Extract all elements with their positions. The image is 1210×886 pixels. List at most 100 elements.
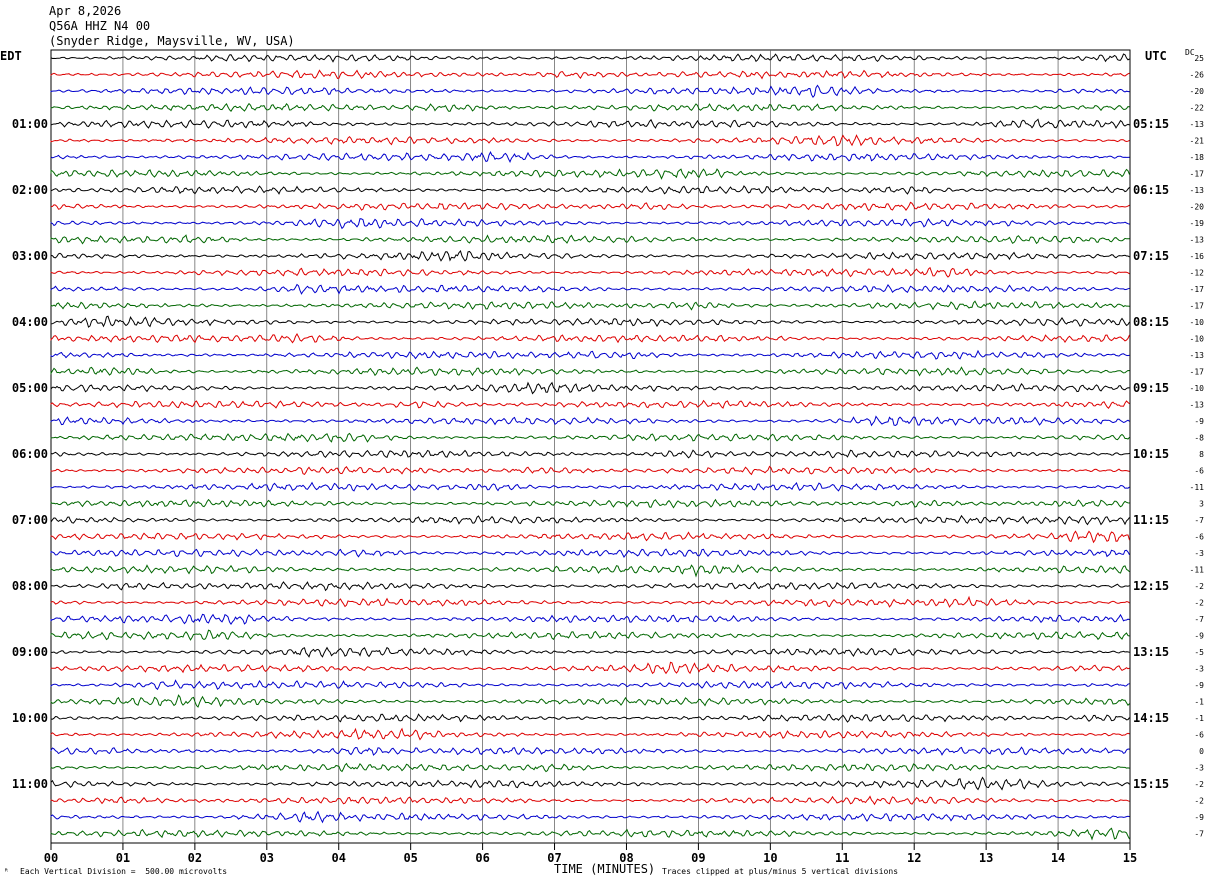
seismic-trace [50, 694, 1130, 708]
dc-offset-value: -13 [1190, 236, 1205, 245]
dc-offset-value: 3 [1199, 500, 1204, 509]
dc-offset-value: -20 [1190, 203, 1205, 212]
dc-offset-value: -1 [1194, 714, 1204, 723]
dc-offset-value: -3 [1194, 665, 1204, 674]
seismic-trace [50, 266, 1130, 278]
seismic-trace [50, 481, 1130, 492]
seismic-trace [50, 449, 1130, 459]
seismic-trace [50, 810, 1130, 824]
station-location: (Snyder Ridge, Maysville, WV, USA) [49, 34, 295, 48]
dc-offset-value: -16 [1190, 252, 1205, 261]
right-hour-label: 12:15 [1133, 579, 1169, 593]
left-hour-label: 07:00 [12, 513, 48, 527]
seismic-trace [50, 530, 1130, 544]
seismic-trace [50, 69, 1130, 80]
dc-offset-value: -12 [1190, 269, 1205, 278]
left-hour-label: 05:00 [12, 381, 48, 395]
x-tick-label: 00 [44, 851, 58, 865]
x-tick-label: 06 [475, 851, 489, 865]
dc-offset-value: -1 [1194, 698, 1204, 707]
left-hour-label: 01:00 [12, 117, 48, 131]
dc-offset-value: -9 [1194, 681, 1204, 690]
dc-offset-value: 0 [1199, 747, 1204, 756]
x-tick-label: 01 [116, 851, 130, 865]
seismic-trace [50, 102, 1130, 112]
dc-offset-value: -2 [1194, 780, 1204, 789]
seismic-trace [50, 381, 1130, 395]
x-tick-label: 13 [979, 851, 993, 865]
x-tick-label: 07 [547, 851, 561, 865]
dc-offset-value: 25 [1194, 54, 1204, 63]
dc-offset-value: -11 [1190, 483, 1205, 492]
dc-offset-value: -9 [1194, 632, 1204, 641]
seismic-trace [50, 333, 1130, 344]
seismic-trace [50, 595, 1130, 608]
seismic-trace [50, 564, 1130, 578]
dc-offset-value: -17 [1190, 170, 1205, 179]
dc-offset-value: -26 [1190, 71, 1205, 80]
left-timezone-label: EDT [0, 49, 22, 63]
dc-offset-value: -11 [1190, 566, 1205, 575]
right-hour-label: 11:15 [1133, 513, 1169, 527]
x-tick-label: 02 [188, 851, 202, 865]
left-hour-label: 04:00 [12, 315, 48, 329]
seismic-trace [50, 399, 1130, 409]
seismic-trace [50, 727, 1130, 741]
dc-offset-value: -7 [1194, 615, 1204, 624]
seismic-trace [50, 629, 1130, 641]
dc-offset-value: -13 [1190, 120, 1205, 129]
dc-offset-value: 8 [1199, 450, 1204, 459]
dc-offset-value: -13 [1190, 186, 1205, 195]
dc-offset-value: -2 [1194, 797, 1204, 806]
seismic-trace [50, 827, 1130, 841]
left-hour-label: 03:00 [12, 249, 48, 263]
dc-offset-value: -20 [1190, 87, 1205, 96]
left-hour-label: 10:00 [12, 711, 48, 725]
dc-offset-value: -22 [1190, 104, 1205, 113]
seismic-trace [50, 315, 1130, 328]
dc-offset-value: -7 [1194, 516, 1204, 525]
dc-offset-value: -2 [1194, 599, 1204, 608]
dc-offset-value: -10 [1190, 318, 1205, 327]
dc-offset-header: DC [1185, 48, 1195, 57]
station-code: Q56A HHZ N4 00 [49, 19, 151, 33]
seismic-trace [50, 465, 1130, 476]
dc-offset-value: -6 [1194, 533, 1204, 542]
right-hour-label: 05:15 [1133, 117, 1169, 131]
plot-frame [50, 49, 1131, 844]
x-tick-label: 04 [332, 851, 346, 865]
seismic-trace [50, 185, 1130, 195]
seismic-trace [50, 53, 1130, 63]
right-hour-label: 06:15 [1133, 183, 1169, 197]
x-tick-label: 09 [691, 851, 705, 865]
seismic-trace [50, 679, 1130, 691]
x-tick-label: 12 [907, 851, 921, 865]
right-hour-label: 08:15 [1133, 315, 1169, 329]
dc-offset-value: -3 [1194, 764, 1204, 773]
seismic-trace [50, 84, 1130, 98]
dc-offset-value: -6 [1194, 731, 1204, 740]
dc-offset-value: -9 [1194, 813, 1204, 822]
dc-offset-value: -7 [1194, 830, 1204, 839]
seismic-trace [50, 713, 1130, 723]
left-hour-label: 11:00 [12, 777, 48, 791]
x-tick-label: 14 [1051, 851, 1065, 865]
right-hour-label: 15:15 [1133, 777, 1169, 791]
dc-offset-value: -6 [1194, 467, 1204, 476]
seismic-trace [50, 134, 1130, 147]
right-hour-label: 10:15 [1133, 447, 1169, 461]
right-hour-label: 13:15 [1133, 645, 1169, 659]
left-hour-label: 08:00 [12, 579, 48, 593]
x-tick-label: 15 [1123, 851, 1137, 865]
seismic-trace [50, 795, 1130, 806]
dc-offset-value: -17 [1190, 302, 1205, 311]
x-tick-label: 10 [763, 851, 777, 865]
seismic-trace [50, 498, 1130, 509]
dc-offset-value: -2 [1194, 582, 1204, 591]
seismic-trace [50, 349, 1130, 360]
seismic-trace [50, 168, 1130, 180]
x-tick-label: 03 [260, 851, 274, 865]
x-tick-label: 05 [403, 851, 417, 865]
dc-offset-value: -21 [1190, 137, 1205, 146]
dc-offset-value: -3 [1194, 549, 1204, 558]
